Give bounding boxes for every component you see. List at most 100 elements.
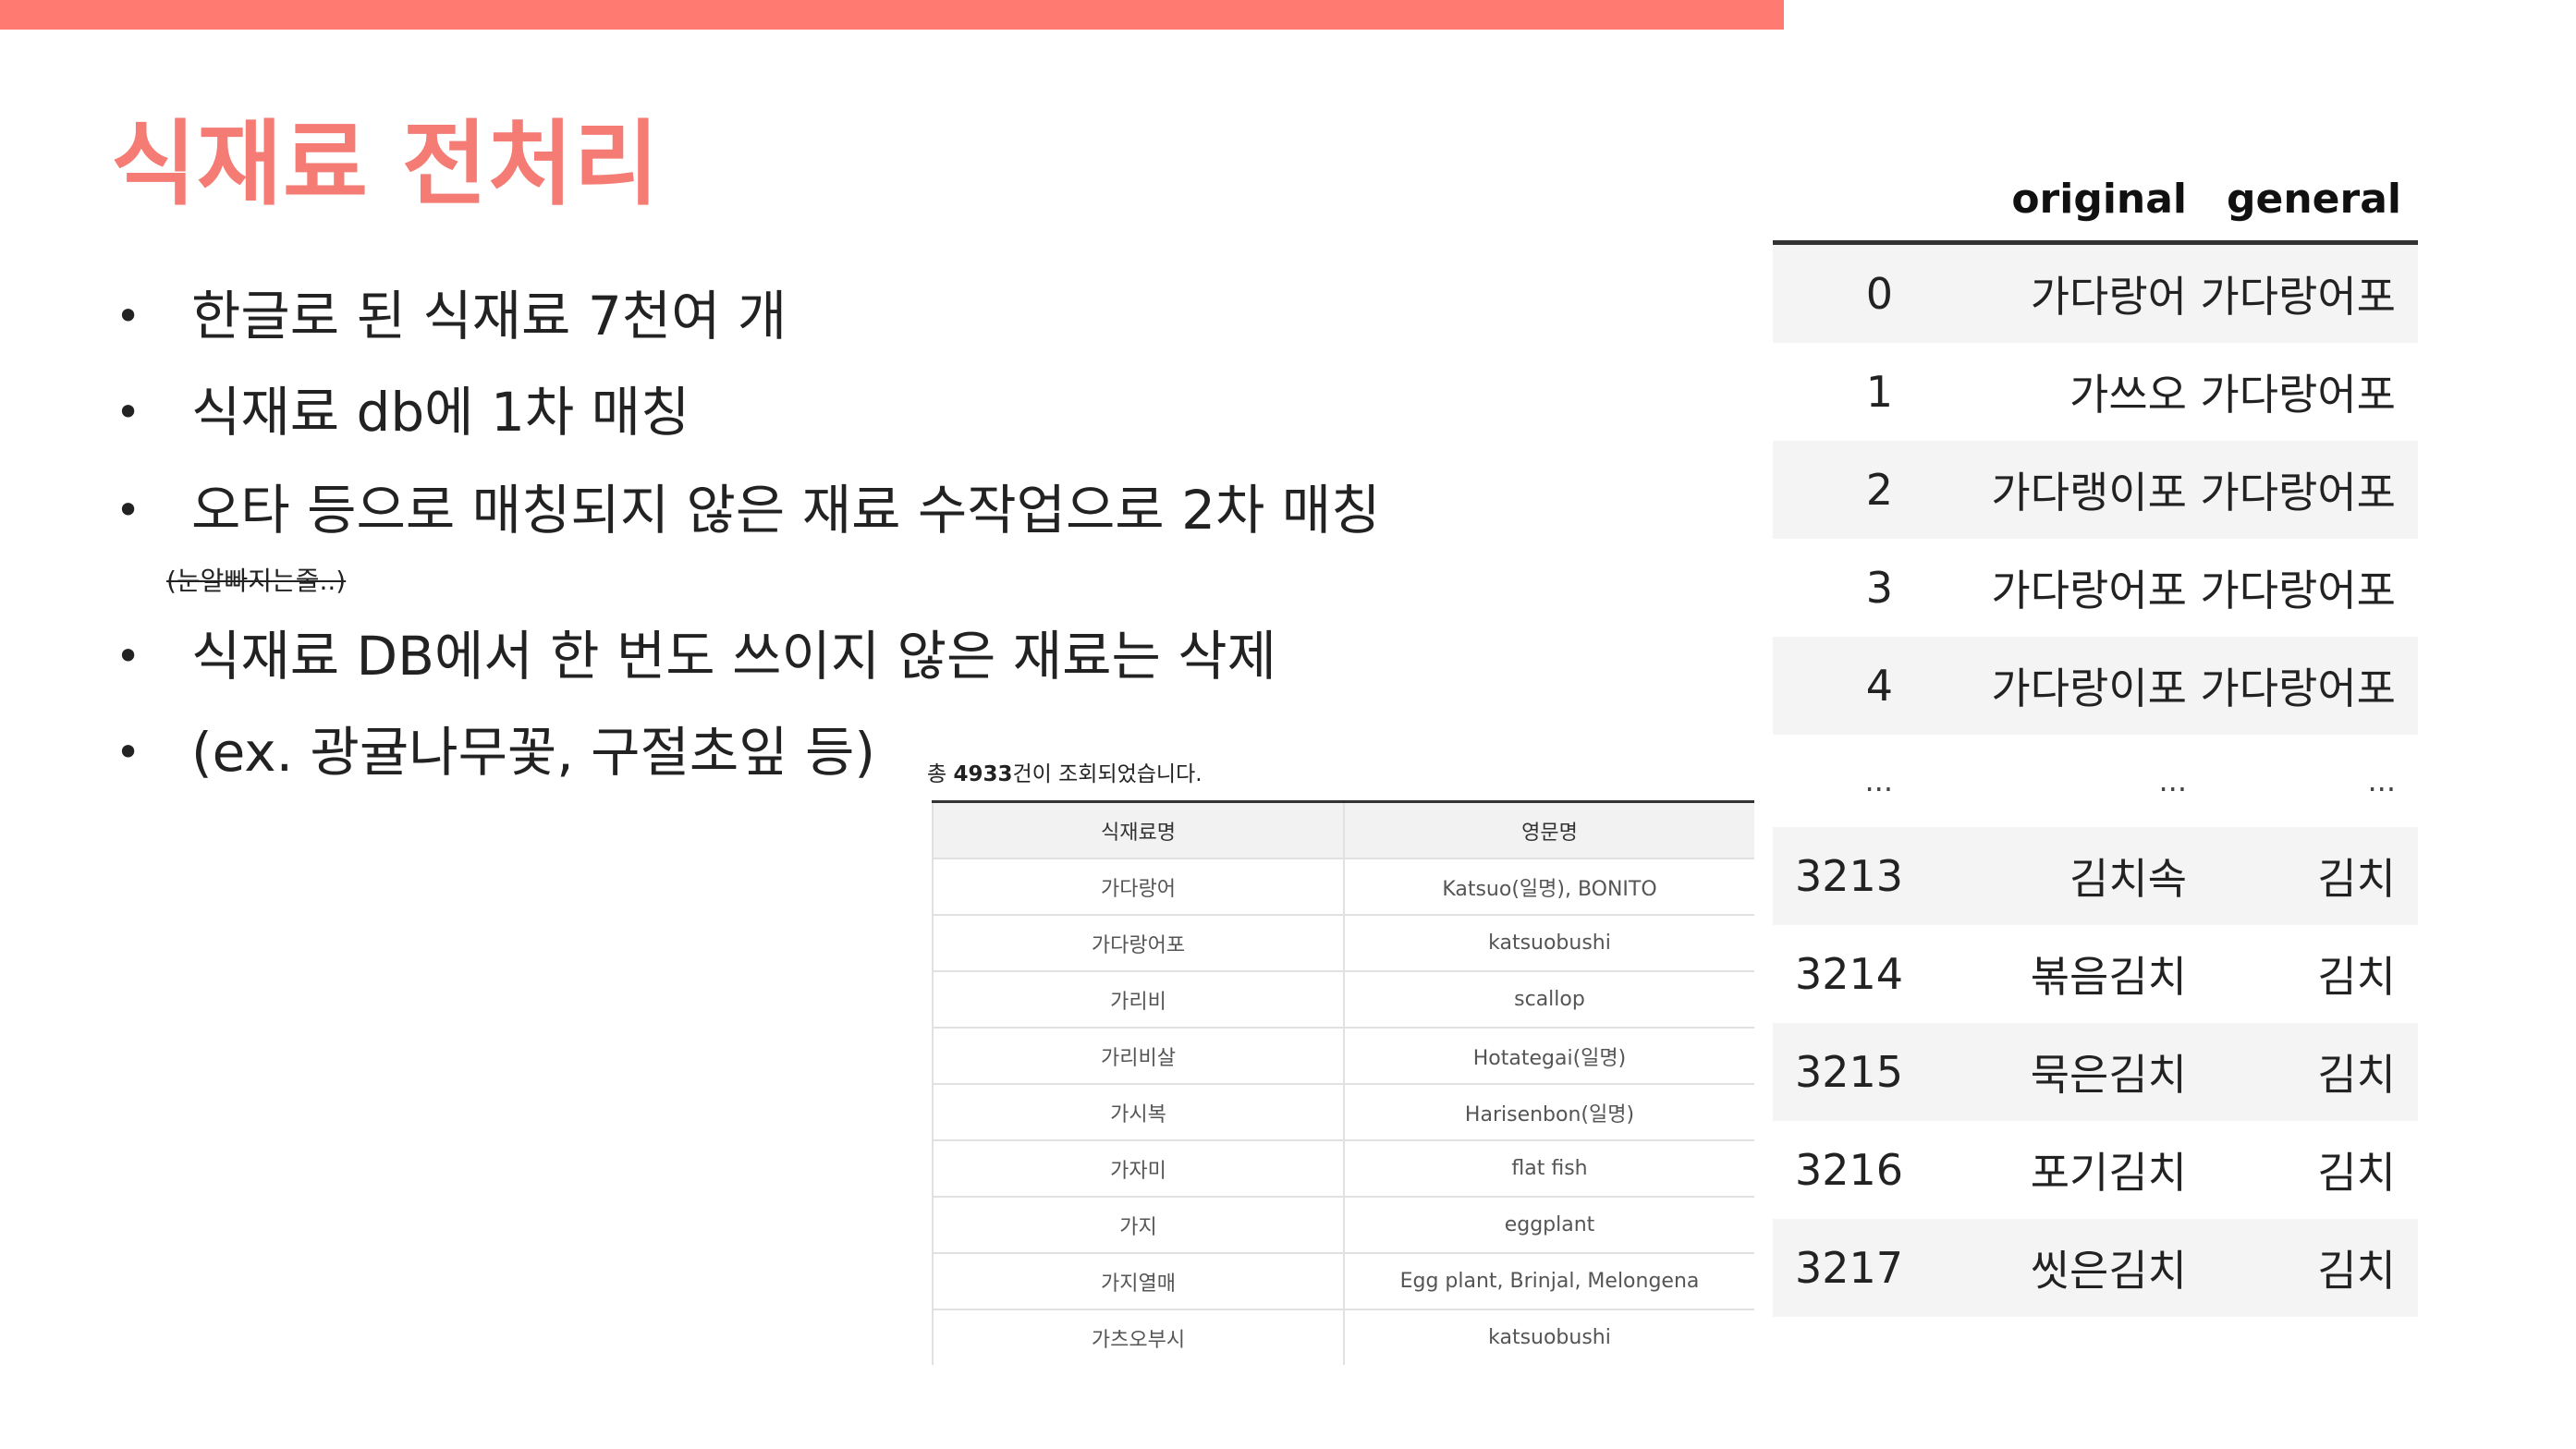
cell-general: 김치 xyxy=(2317,1050,2396,1100)
row-index: 3 xyxy=(1865,563,1893,613)
row-index: 4 xyxy=(1865,661,1893,711)
cell-korean-name: 가지열매 xyxy=(932,1254,1343,1309)
dataframe-row: 2 가다랭이포 가다랑어포 xyxy=(1773,441,2418,539)
cell-original: 포기김치 xyxy=(2030,1148,2187,1198)
dataframe-row: 4 가다랑이포 가다랑어포 xyxy=(1773,637,2418,735)
dataframe-row: 3 가다랑어포 가다랑어포 xyxy=(1773,539,2418,637)
row-index: 3214 xyxy=(1795,949,1904,999)
cell-english-name: katsuobushi xyxy=(1343,916,1754,970)
row-index: 3213 xyxy=(1795,851,1904,901)
strikethrough-note: (눈알빠지는줄..) xyxy=(166,566,347,596)
cell-general: 가다랑어포 xyxy=(2200,370,2396,420)
dataframe-row: 0 가다랑어 가다랑어포 xyxy=(1773,245,2418,343)
table-row: 가지 eggplant xyxy=(932,1198,1754,1254)
bullet-text: (ex. 광귤나무꽃, 구절초잎 등) xyxy=(191,721,876,784)
bullet-item: • 오타 등으로 매칭되지 않은 재료 수작업으로 2차 매칭 xyxy=(116,473,1381,547)
cell-original: 볶음김치 xyxy=(2030,952,2187,1002)
table-row: 가자미 flat fish xyxy=(932,1141,1754,1198)
bullet-item: • 한글로 된 식재료 7천여 개 xyxy=(116,279,787,353)
ellipsis-original: ... xyxy=(2158,763,2187,798)
row-index: 2 xyxy=(1865,465,1893,515)
cell-general: 김치 xyxy=(2317,1148,2396,1198)
table-row: 가시복 Harisenbon(일명) xyxy=(932,1085,1754,1141)
cell-original: 묵은김치 xyxy=(2030,1050,2187,1100)
column-header-english: 영문명 xyxy=(1343,803,1754,858)
bullet-item: • 식재료 db에 1차 매칭 xyxy=(116,375,690,449)
table-row: 가다랑어 Katsuo(일명), BONITO xyxy=(932,859,1754,916)
table-row: 가지열매 Egg plant, Brinjal, Melongena xyxy=(932,1254,1754,1310)
table-row: 가리비 scallop xyxy=(932,972,1754,1029)
row-index: 3217 xyxy=(1795,1243,1904,1293)
cell-korean-name: 가지 xyxy=(932,1198,1343,1252)
bullet-dot-icon: • xyxy=(116,727,141,777)
slide-title: 식재료 전처리 xyxy=(111,110,660,218)
cell-korean-name: 가다랑어포 xyxy=(932,916,1343,970)
cell-original: 김치속 xyxy=(2069,854,2187,904)
ellipsis-index: ... xyxy=(1864,763,1893,798)
cell-original: 가다랭이포 xyxy=(1991,468,2187,518)
bullet-text: 오타 등으로 매칭되지 않은 재료 수작업으로 2차 매칭 xyxy=(191,479,1381,542)
table-header-row: 식재료명 영문명 xyxy=(932,803,1754,859)
dataframe-row: 3215 묵은김치 김치 xyxy=(1773,1023,2418,1121)
bullet-dot-icon: • xyxy=(116,485,141,535)
cell-general: 김치 xyxy=(2317,1246,2396,1296)
result-count-caption: 총 4933건이 조회되었습니다. xyxy=(927,756,1203,787)
cell-korean-name: 가시복 xyxy=(932,1085,1343,1139)
table-row: 가리비살 Hotategai(일명) xyxy=(932,1029,1754,1085)
cell-korean-name: 가리비살 xyxy=(932,1029,1343,1083)
column-header-korean: 식재료명 xyxy=(932,803,1343,858)
dataframe-row: 1 가쓰오 가다랑어포 xyxy=(1773,343,2418,441)
cell-english-name: scallop xyxy=(1343,972,1754,1027)
cell-general: 가다랑어포 xyxy=(2200,664,2396,713)
caption-count: 4933 xyxy=(953,762,1013,786)
row-index: 3216 xyxy=(1795,1145,1904,1195)
table-row: 가츠오부시 katsuobushi xyxy=(932,1310,1754,1365)
cell-korean-name: 가리비 xyxy=(932,972,1343,1027)
dataframe-row: 3217 씻은김치 김치 xyxy=(1773,1219,2418,1317)
accent-top-bar xyxy=(0,0,1784,30)
bullet-text: 식재료 DB에서 한 번도 쓰이지 않은 재료는 삭제 xyxy=(191,625,1276,688)
bullet-text: 한글로 된 식재료 7천여 개 xyxy=(191,285,787,347)
row-index: 1 xyxy=(1865,367,1893,417)
bullet-item: • 식재료 DB에서 한 번도 쓰이지 않은 재료는 삭제 xyxy=(116,619,1276,693)
cell-english-name: Hotategai(일명) xyxy=(1343,1029,1754,1083)
cell-general: 김치 xyxy=(2317,854,2396,904)
ellipsis-general: ... xyxy=(2367,763,2396,798)
bullet-item: • (ex. 광귤나무꽃, 구절초잎 등) xyxy=(116,715,875,789)
cell-general: 가다랑어포 xyxy=(2200,566,2396,615)
row-index: 0 xyxy=(1865,269,1893,319)
cell-original: 씻은김치 xyxy=(2030,1246,2187,1296)
caption-suffix: 건이 조회되었습니다. xyxy=(1012,762,1203,786)
column-header-general: general xyxy=(2227,175,2401,223)
cell-korean-name: 가자미 xyxy=(932,1141,1343,1196)
cell-english-name: eggplant xyxy=(1343,1198,1754,1252)
dataframe-row: 3213 김치속 김치 xyxy=(1773,827,2418,925)
cell-general: 가다랑어포 xyxy=(2200,272,2396,322)
cell-english-name: Harisenbon(일명) xyxy=(1343,1085,1754,1139)
cell-original: 가다랑어포 xyxy=(1991,566,2187,615)
row-index: 3215 xyxy=(1795,1047,1904,1097)
cell-english-name: Egg plant, Brinjal, Melongena xyxy=(1343,1254,1754,1309)
cell-general: 김치 xyxy=(2317,952,2396,1002)
ingredient-table: 식재료명 영문명 가다랑어 Katsuo(일명), BONITO 가다랑어포 k… xyxy=(932,800,1754,1365)
bullet-dot-icon: • xyxy=(116,291,141,341)
caption-prefix: 총 xyxy=(927,762,954,786)
bullet-text: 식재료 db에 1차 매칭 xyxy=(191,381,690,444)
bullet-dot-icon: • xyxy=(116,631,141,681)
cell-english-name: Katsuo(일명), BONITO xyxy=(1343,859,1754,914)
dataframe-row: 3214 볶음김치 김치 xyxy=(1773,925,2418,1023)
cell-original: 가쓰오 xyxy=(2069,370,2187,420)
cell-original: 가다랑어 xyxy=(2030,272,2187,322)
cell-english-name: katsuobushi xyxy=(1343,1310,1754,1365)
cell-korean-name: 가다랑어 xyxy=(932,859,1343,914)
table-row: 가다랑어포 katsuobushi xyxy=(932,916,1754,972)
dataframe-row: 3216 포기김치 김치 xyxy=(1773,1121,2418,1219)
dataframe-header: original general xyxy=(1773,157,2418,245)
column-header-original: original xyxy=(2011,175,2187,223)
cell-korean-name: 가츠오부시 xyxy=(932,1310,1343,1365)
cell-general: 가다랑어포 xyxy=(2200,468,2396,518)
dataframe-ellipsis-row: ... ... ... xyxy=(1773,735,2418,827)
cell-original: 가다랑이포 xyxy=(1991,664,2187,713)
bullet-dot-icon: • xyxy=(116,387,141,437)
mapping-dataframe: original general 0 가다랑어 가다랑어포 1 가쓰오 가다랑어… xyxy=(1773,157,2418,1317)
